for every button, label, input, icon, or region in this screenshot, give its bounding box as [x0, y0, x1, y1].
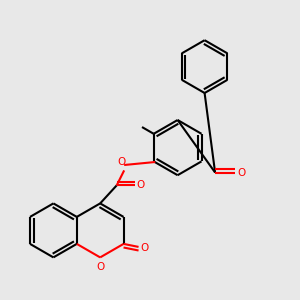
Text: O: O	[118, 158, 126, 167]
Text: O: O	[140, 243, 148, 253]
Text: O: O	[237, 167, 245, 178]
Text: O: O	[136, 179, 145, 190]
Text: O: O	[96, 262, 104, 272]
